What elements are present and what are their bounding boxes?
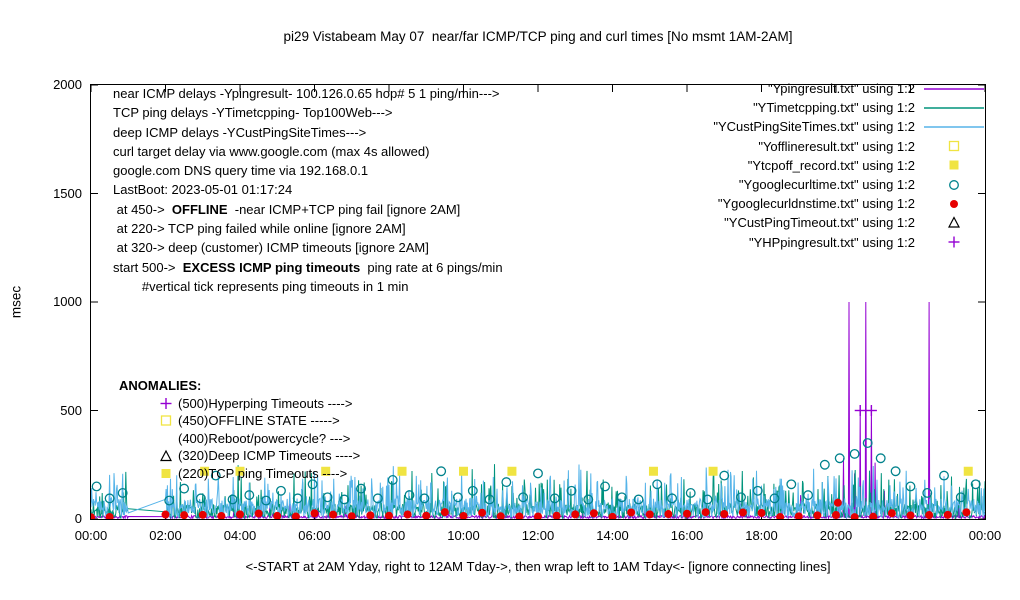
x-tick-label: 20:00: [819, 528, 853, 543]
legend-label: "YHPpingresult.txt" using 1:2: [748, 234, 915, 250]
anomaly-label: (450)OFFLINE STATE ----->: [178, 413, 340, 429]
anomaly-item: (400)Reboot/powercycle? --->: [117, 430, 360, 448]
x-tick-label: 10:00: [447, 528, 480, 543]
legend-label: "Ygooglecurltime.txt" using 1:2: [738, 177, 915, 193]
annotation-line: near ICMP delays -Ypingresult- 100.126.0…: [113, 86, 500, 101]
legend-sample-line-icon: [924, 87, 984, 90]
annotation-line: LastBoot: 2023-05-01 01:17:24: [113, 182, 293, 198]
plot-svg: [91, 85, 985, 519]
annotation-line: #vertical tick represents ping timeouts …: [113, 278, 409, 294]
annotation-line: google.com DNS query time via 192.168.0.…: [113, 163, 369, 179]
anomaly-marker-plus-icon: [160, 397, 172, 409]
legend-label: "Ygooglecurldnstime.txt" using 1:2: [717, 196, 915, 212]
annotation-line: start 500-> EXCESS ICMP ping timeouts pi…: [113, 259, 503, 275]
annotation-line: at 320-> deep (customer) ICMP timeouts […: [113, 240, 429, 256]
x-tick-label: 14:00: [596, 528, 629, 543]
x-tick-label: 16:00: [670, 528, 704, 543]
legend-entry: "Ygooglecurldnstime.txt" using 1:2: [713, 194, 987, 213]
anomaly-label: (400)Reboot/powercycle? --->: [178, 430, 351, 446]
x-tick-label: 00:00: [74, 528, 108, 543]
annotation-line: TCP ping delays -YTimetcpping- Top100Web…: [113, 105, 393, 121]
series-points-yhppingresult-txt: [854, 405, 877, 416]
anomalies-block: ANOMALIES: (500)Hyperping Timeouts ----> (…: [117, 377, 360, 483]
legend-sample-line-icon: [924, 107, 984, 109]
anomaly-item: (320)Deep ICMP Timeouts ---->: [117, 447, 360, 465]
x-tick-label: 02:00: [149, 528, 182, 543]
plot-area: [90, 84, 986, 520]
y-tick-label: 0: [74, 511, 82, 526]
legend-sample-plus-icon: [948, 236, 960, 248]
x-axis-label: <-START at 2AM Yday, right to 12AM Tday-…: [245, 559, 831, 574]
x-tick-label: 12:00: [521, 528, 555, 543]
legend-label: "YCustPingTimeout.txt" using 1:2: [724, 215, 915, 231]
anomaly-label: (500)Hyperping Timeouts ---->: [178, 395, 353, 411]
anomaly-label: (220)TCP ping Timeouts ---->: [178, 465, 348, 481]
anomaly-marker-open-square-icon: [160, 415, 172, 427]
anomaly-item: (500)Hyperping Timeouts ---->: [117, 395, 360, 413]
legend-label: "Ytcpoff_record.txt" using 1:2: [747, 157, 915, 173]
legend-label: "YCustPingSiteTimes.txt" using 1:2: [713, 119, 915, 135]
x-tick-label: 08:00: [372, 528, 406, 543]
anomaly-label: (320)Deep ICMP Timeouts ---->: [178, 448, 361, 464]
legend-sample-open-circle-icon: [949, 179, 959, 190]
legend-entry: "Ygooglecurltime.txt" using 1:2: [713, 175, 987, 194]
series-points-ygooglecurltime-txt: [91, 438, 981, 506]
series-line-ycustpingsitetimes-txt: [91, 464, 985, 519]
legend-entry: "YCustPingTimeout.txt" using 1:2: [713, 213, 987, 232]
legend-entry: "YHPpingresult.txt" using 1:2: [713, 233, 987, 252]
annotation-block: near ICMP delays -Ypingresult- 100.126.0…: [113, 84, 503, 296]
annotation-line: deep ICMP delays -YCustPingSiteTimes--->: [113, 124, 367, 140]
x-tick-label: 04:00: [223, 528, 257, 543]
y-tick-label: 2000: [53, 77, 82, 92]
legend-sample-open-square-icon: [948, 141, 960, 152]
legend-label: "Ypingresult.txt" using 1:2: [767, 81, 915, 97]
legend-sample-open-triangle-icon: [948, 216, 960, 228]
anomaly-marker-open-triangle-icon: [160, 449, 172, 461]
anomaly-marker-filled-square-icon: [161, 469, 171, 479]
x-tick-label: 06:00: [298, 528, 331, 543]
x-tick-label: 18:00: [745, 528, 778, 543]
legend-sample-filled-circle-icon: [950, 199, 958, 208]
y-tick-label: 1000: [53, 294, 82, 309]
legend-entry: "Yofflineresult.txt" using 1:2: [713, 137, 987, 156]
y-tick-label: 500: [60, 402, 82, 418]
legend: "Ypingresult.txt" using 1:2 "YTimetcpping…: [713, 79, 987, 252]
x-tick-label: 22:00: [894, 528, 927, 543]
legend-entry: "Ytcpoff_record.txt" using 1:2: [713, 156, 987, 175]
legend-label: "YTimetcpping.txt" using 1:2: [753, 100, 915, 116]
x-tick-label: 00:00: [968, 528, 1002, 543]
anomalies-header: ANOMALIES:: [119, 378, 202, 393]
annotation-line: curl target delay via www.google.com (ma…: [113, 143, 430, 159]
legend-entry: "YCustPingSiteTimes.txt" using 1:2: [713, 117, 987, 136]
legend-sample-filled-square-icon: [949, 160, 959, 170]
legend-entry: "Ypingresult.txt" using 1:2: [713, 79, 987, 98]
chart-title: pi29 Vistabeam May 07 near/far ICMP/TCP …: [283, 29, 793, 44]
series-points-ygooglecurldnstime-txt: [91, 498, 971, 519]
anomaly-item: (450)OFFLINE STATE ----->: [117, 412, 360, 430]
annotation-line: at 220-> TCP ping failed while online [i…: [113, 221, 406, 237]
legend-sample-line-icon: [924, 126, 984, 128]
anomaly-item: (220)TCP ping Timeouts ---->: [117, 465, 360, 483]
y-tick-label: 1500: [53, 185, 82, 201]
annotation-line: at 450-> OFFLINE -near ICMP+TCP ping fai…: [113, 201, 461, 217]
legend-entry: "YTimetcpping.txt" using 1:2: [713, 98, 987, 117]
legend-label: "Yofflineresult.txt" using 1:2: [758, 138, 915, 154]
series-points-ytcpoff-record-txt: [200, 466, 973, 476]
anomaly-marker-none-icon: [157, 431, 175, 446]
